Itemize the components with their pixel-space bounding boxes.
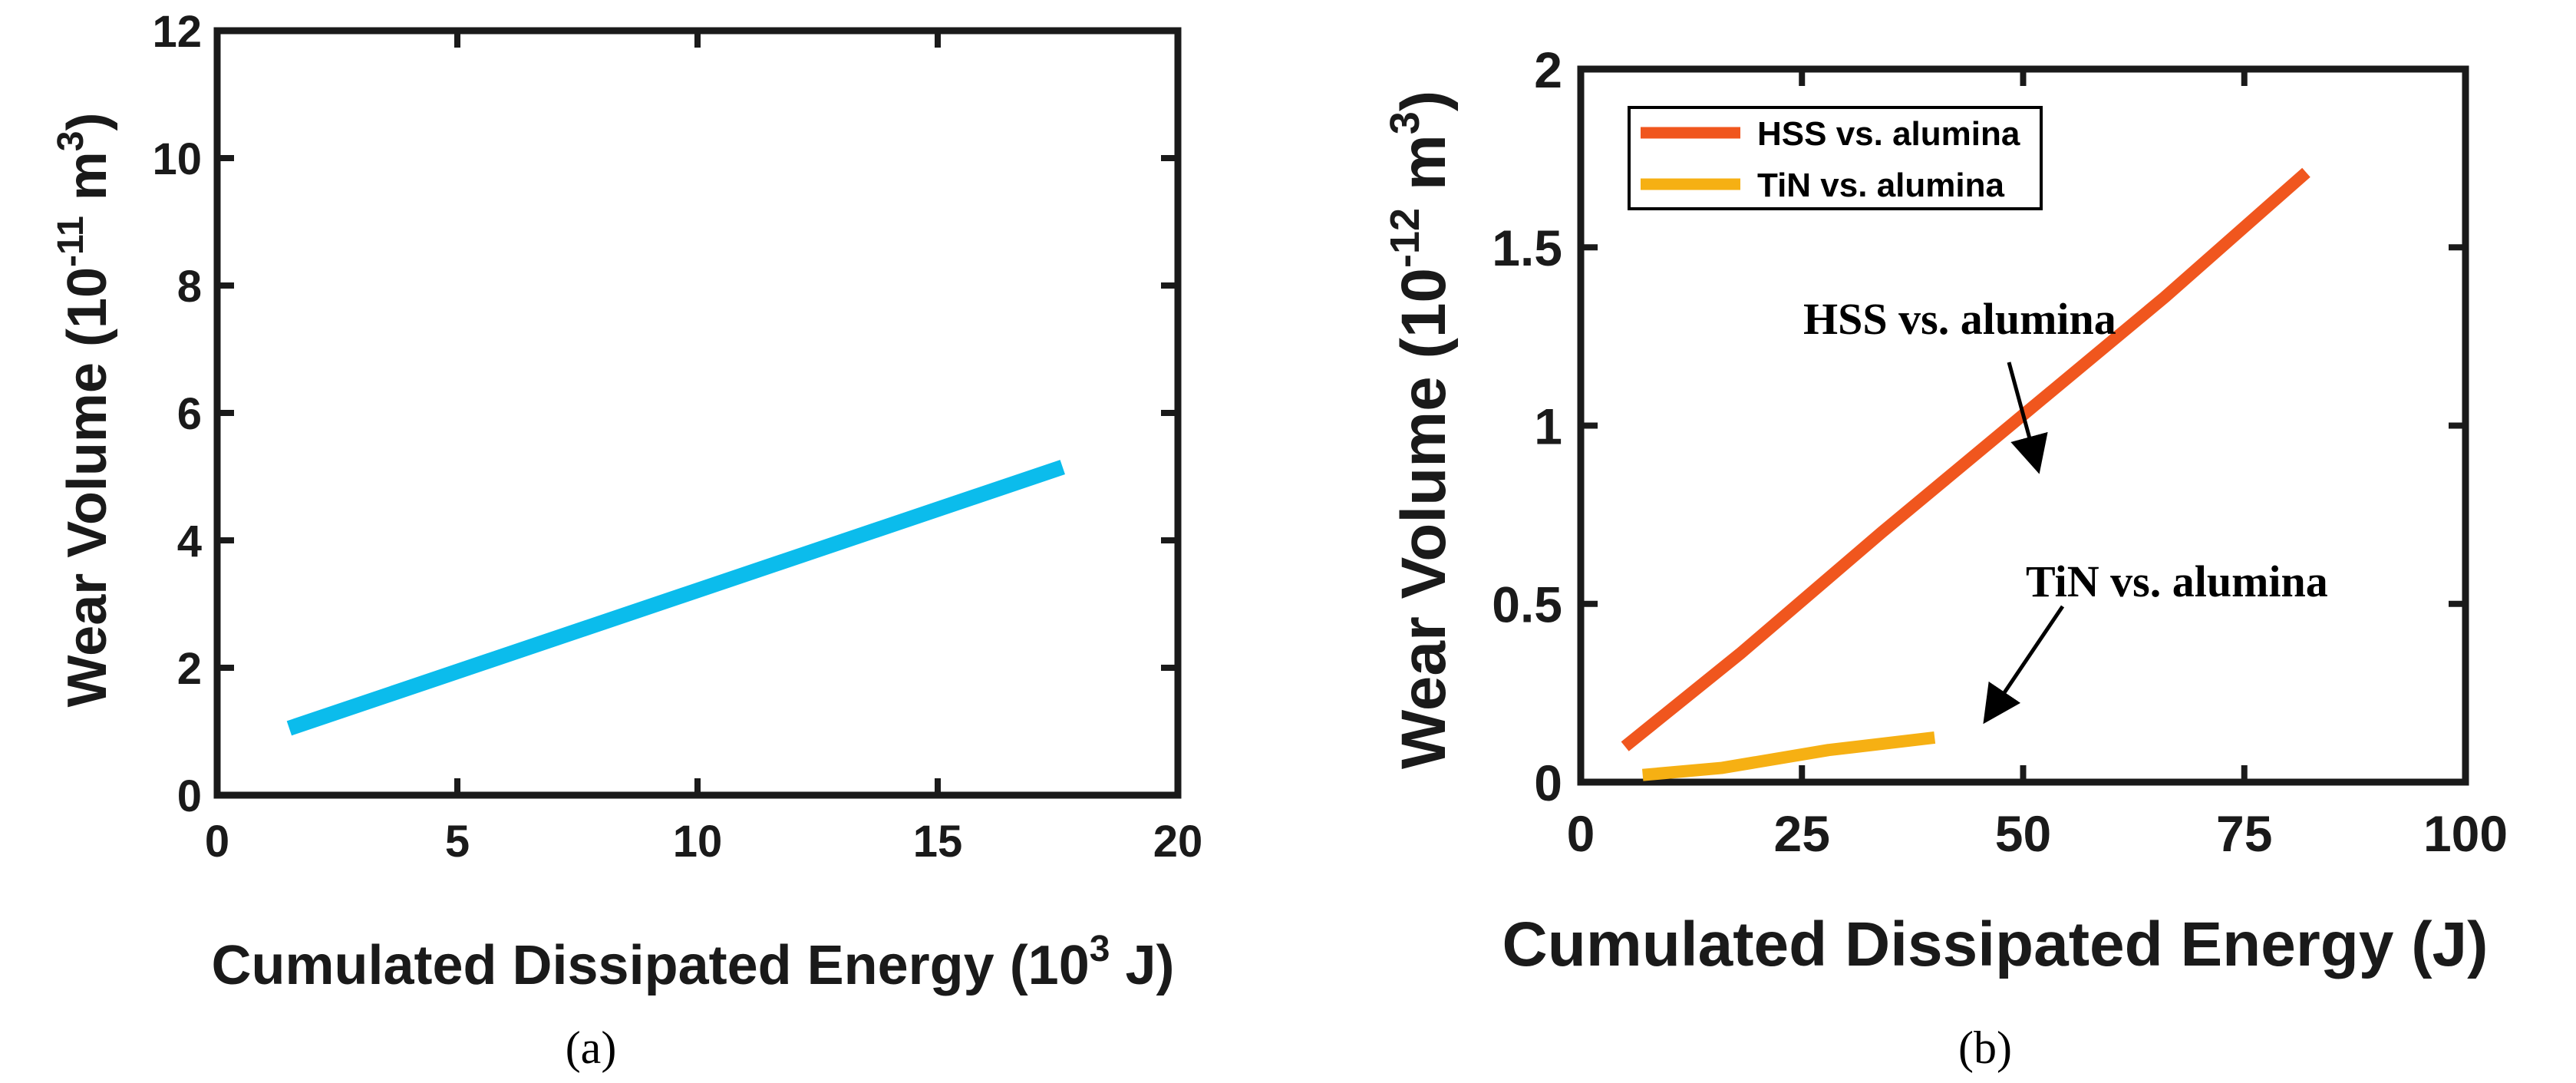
annotation-arrow-hss	[2007, 362, 2048, 474]
x-tick-label-a-4: 20	[1153, 817, 1203, 867]
x-tick-label-b-0: 0	[1567, 805, 1595, 862]
annotation-hss: HSS vs. alumina	[1803, 294, 2116, 344]
y-tick-label-a-1: 2	[177, 644, 202, 694]
y-tick-label-a-6: 12	[152, 7, 202, 57]
series-line-b-1	[1641, 731, 1936, 781]
tick-labels-a: 0 5 10 15 20 0 2 4 6 8 10 12	[152, 7, 1202, 867]
y-tick-label-b-3: 1.5	[1492, 220, 1562, 276]
legend-label-tin: TiN vs. alumina	[1757, 167, 2004, 204]
y-tick-label-b-2: 1	[1534, 398, 1562, 454]
x-tick-label-b-2: 50	[1995, 805, 2051, 862]
chart-panel-b: 0 25 50 75 100 0 0.5 1 1.5 2 HSS vs. alumina TiN …	[1382, 41, 2508, 1073]
legend: HSS vs. alumina TiN vs. alumina	[1628, 106, 2043, 210]
series-line-a-0	[286, 460, 1065, 736]
y-tick-label-b-1: 0.5	[1492, 576, 1562, 633]
plot-frame-a	[213, 27, 1182, 799]
legend-box	[1628, 106, 2043, 210]
y-axis-title-a: Wear Volume (10-11 m3)	[51, 113, 118, 708]
y-axis-title-b: Wear Volume (10-12 m3)	[1382, 91, 1459, 769]
annotation-arrow-tin	[1983, 605, 2065, 725]
y-tick-label-a-0: 0	[177, 771, 202, 821]
ticks-b	[1578, 66, 2469, 785]
x-tick-label-a-1: 5	[445, 817, 470, 867]
legend-label-hss: HSS vs. alumina	[1757, 115, 2020, 153]
x-tick-label-a-3: 15	[913, 817, 963, 867]
y-tick-label-a-3: 6	[177, 389, 202, 439]
y-tick-label-a-2: 4	[177, 517, 202, 566]
annotation-tin: TiN vs. alumina	[2026, 556, 2328, 606]
x-tick-label-b-1: 25	[1774, 805, 1830, 862]
panel-label-b: (b)	[1958, 1022, 2012, 1073]
x-axis-title-b: Cumulated Dissipated Energy (J)	[1502, 910, 2489, 979]
y-tick-label-b-4: 2	[1534, 41, 1562, 98]
x-tick-label-b-3: 75	[2216, 805, 2272, 862]
y-tick-label-a-5: 10	[152, 134, 202, 184]
panel-label-a: (a)	[566, 1022, 617, 1073]
series-line-b-0	[1621, 167, 2310, 751]
series-group-a	[286, 460, 1065, 736]
y-tick-label-b-0: 0	[1534, 754, 1562, 811]
x-tick-label-a-0: 0	[205, 817, 229, 867]
chart-panel-a: 0 5 10 15 20 0 2 4 6 8 10 12 Cumulated Dissipated E…	[51, 7, 1202, 1073]
ticks-a	[214, 28, 1181, 798]
x-axis-title-a: Cumulated Dissipated Energy (103 J)	[211, 929, 1174, 996]
x-tick-label-b-4: 100	[2423, 805, 2508, 862]
series-group-b	[1621, 167, 2310, 781]
tick-labels-b: 0 25 50 75 100 0 0.5 1 1.5 2	[1492, 41, 2508, 862]
y-tick-label-a-4: 8	[177, 262, 202, 312]
x-tick-label-a-2: 10	[673, 817, 723, 867]
